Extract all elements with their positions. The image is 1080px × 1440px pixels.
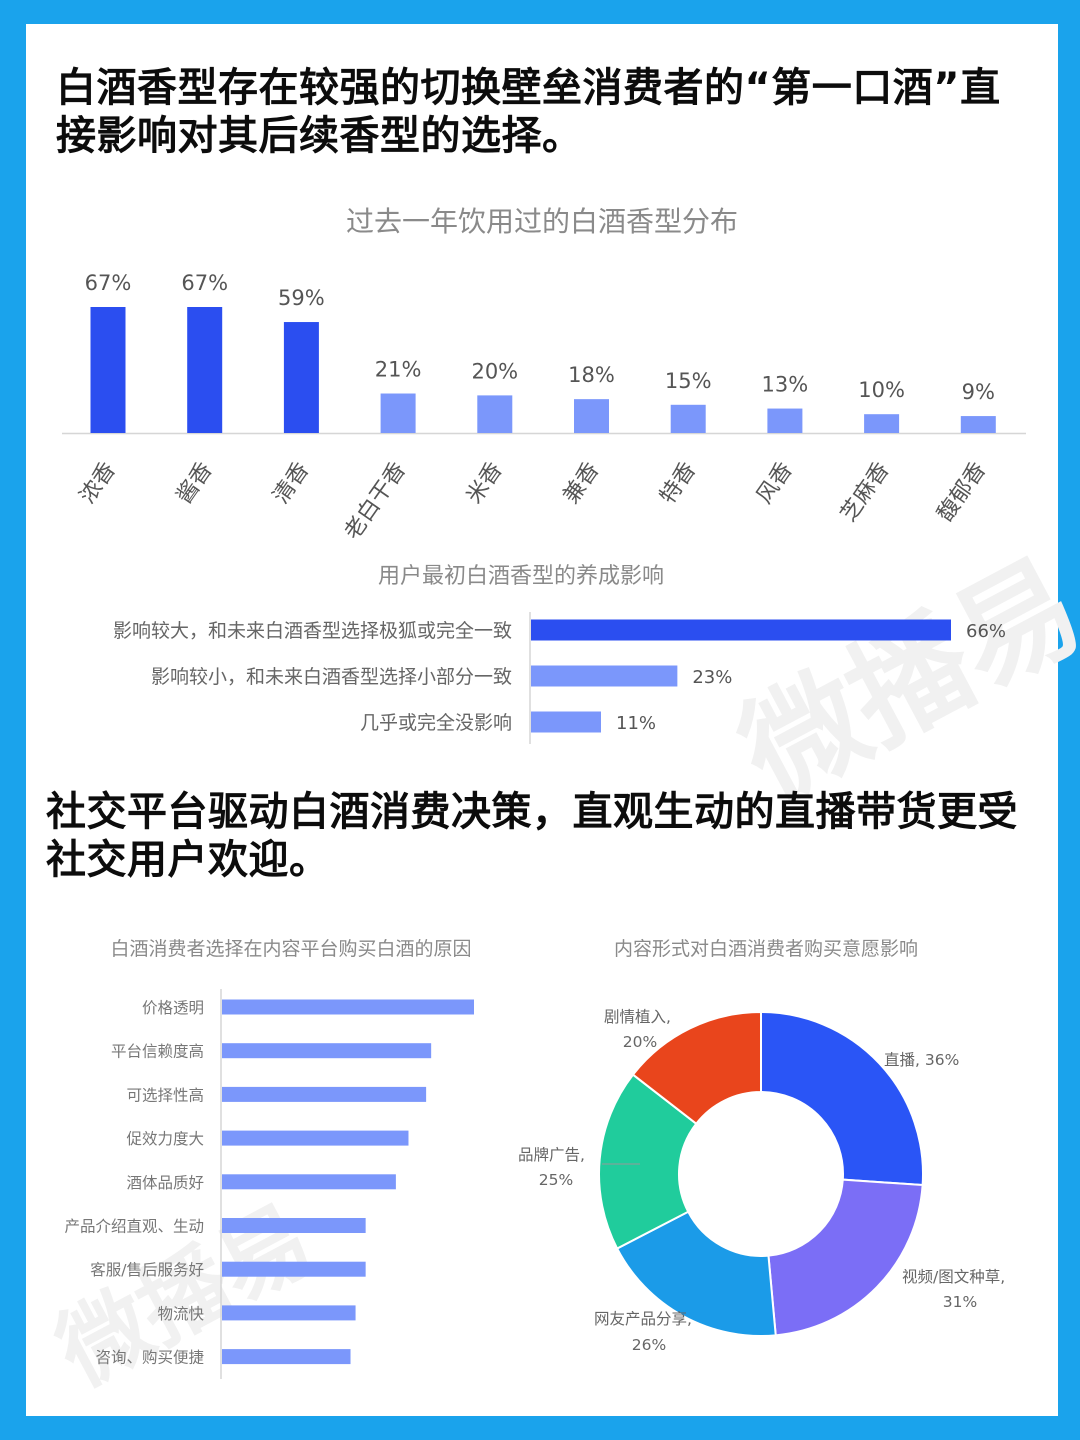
data-label-0: 66% xyxy=(966,621,1006,642)
category-label-0: 价格透明 xyxy=(142,999,204,1017)
data-label-6: 15% xyxy=(665,369,712,393)
data-label-0: 67% xyxy=(85,271,132,295)
slice-label-4: 剧情植入, xyxy=(604,1008,671,1026)
bar-8 xyxy=(864,414,900,433)
data-label-8: 10% xyxy=(858,378,905,402)
bar-5 xyxy=(222,1218,366,1233)
bar-0 xyxy=(531,619,951,641)
slice-1 xyxy=(767,1178,924,1337)
chart-1-title: 过去一年饮用过的白酒香型分布 xyxy=(345,205,738,238)
category-label-5: 产品介绍直观、生动 xyxy=(64,1218,204,1236)
data-label-1: 67% xyxy=(181,271,228,295)
category-label-4: 酒体品质好 xyxy=(126,1174,204,1192)
category-label-8: 咨询、购买便捷 xyxy=(95,1349,204,1367)
chart-3-title: 白酒消费者选择在内容平台购买白酒的原因 xyxy=(110,938,472,960)
bar-4 xyxy=(477,395,513,433)
bar-5 xyxy=(574,399,609,433)
slice-label-2: 网友产品分享, xyxy=(594,1310,692,1328)
slice-pct-2: 26% xyxy=(632,1336,666,1354)
bar-2 xyxy=(222,1086,427,1102)
data-label-5: 18% xyxy=(568,363,615,387)
bar-3 xyxy=(380,393,416,433)
slice-label-3: 品牌广告, xyxy=(518,1146,585,1164)
bar-2 xyxy=(283,322,319,433)
content-frame: 微播易 微播易 白酒香型存在较强的切换壁垒消费者的“第一口酒”直接影响对其后续香… xyxy=(26,24,1080,1416)
data-label-1: 23% xyxy=(692,667,732,688)
bar-1 xyxy=(187,307,223,433)
category-label-2: 可选择性高 xyxy=(126,1086,204,1104)
bar-6 xyxy=(222,1261,366,1277)
slice-label-1: 视频/图文种草, xyxy=(902,1268,1005,1286)
category-label-3: 促效力度大 xyxy=(126,1130,204,1148)
slice-2 xyxy=(615,1210,777,1337)
category-label-0: 影响较大，和未来白酒香型选择极狐或完全一致 xyxy=(113,620,512,642)
chart-4-donut: 直播, 36% 视频/图文种草, 31% 网友产品分享, 26% 品牌广告, 25% 剧情植入… xyxy=(518,1008,1005,1354)
slice-pct-4: 20% xyxy=(623,1033,657,1051)
slice-3 xyxy=(598,1073,698,1250)
bar-4 xyxy=(222,1174,396,1190)
bar-3 xyxy=(222,1130,409,1146)
category-label-6: 客服/售后服务好 xyxy=(90,1261,204,1279)
category-label-2: 几乎或完全没影响 xyxy=(360,712,512,734)
bar-7 xyxy=(767,408,803,433)
data-label-7: 13% xyxy=(762,373,809,397)
headline-2: 社交平台驱动白酒消费决策，直观生动的直播带货更受社交用户欢迎。 xyxy=(46,789,1018,883)
bar-7 xyxy=(222,1305,356,1321)
headline-1: 白酒香型存在较强的切换壁垒消费者的“第一口酒”直接影响对其后续香型的选择。 xyxy=(56,65,1001,159)
bar-9 xyxy=(960,416,996,433)
data-label-9: 9% xyxy=(962,380,995,404)
bar-2 xyxy=(531,711,601,733)
slice-4 xyxy=(631,1010,762,1126)
slice-pct-1: 31% xyxy=(943,1293,977,1311)
slice-pct-3: 25% xyxy=(539,1171,573,1189)
data-label-2: 59% xyxy=(278,286,325,310)
category-label-1: 影响较小，和未来白酒香型选择小部分一致 xyxy=(151,666,512,688)
slice-label-0: 直播, 36% xyxy=(884,1051,959,1069)
category-label-1: 平台信赖度高 xyxy=(111,1043,204,1061)
slice-0 xyxy=(760,1010,924,1187)
data-label-4: 20% xyxy=(471,359,518,383)
bar-6 xyxy=(670,404,706,433)
chart-1-columns: 67%浓香67%酱香59%清香21%老白干香20%米香18%兼香15%特香13%… xyxy=(62,271,1026,545)
data-label-2: 11% xyxy=(616,713,656,734)
chart-2-title: 用户最初白酒香型的养成影响 xyxy=(377,564,664,589)
chart-3-bars: 价格透明平台信赖度高可选择性高促效力度大酒体品质好产品介绍直观、生动客服/售后服… xyxy=(64,989,474,1379)
bar-0 xyxy=(222,999,474,1015)
data-label-3: 21% xyxy=(375,358,422,382)
bar-1 xyxy=(531,665,678,687)
chart-4-title: 内容形式对白酒消费者购买意愿影响 xyxy=(613,938,918,960)
chart-2-bars: 66% 影响较大，和未来白酒香型选择极狐或完全一致 23% 影响较小，和未来白酒香型选… xyxy=(113,612,1006,744)
bar-0 xyxy=(90,307,126,433)
bar-8 xyxy=(222,1349,351,1365)
category-label-7: 物流快 xyxy=(157,1305,204,1323)
bar-1 xyxy=(222,1043,432,1059)
